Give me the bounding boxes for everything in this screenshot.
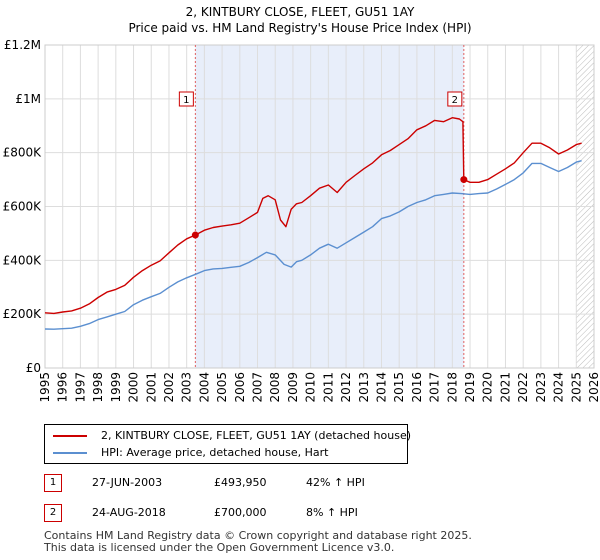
sale-marker-label: 1 [183,95,189,106]
x-tick-label: 2023 [534,372,548,403]
x-tick-label: 2006 [233,372,247,403]
sale-hpi-change: 8% ↑ HPI [306,506,358,519]
x-tick-label: 2025 [569,372,583,403]
sale-price: £493,950 [214,476,267,489]
x-tick-label: 2020 [481,372,495,403]
sale-hpi-change: 42% ↑ HPI [306,476,365,489]
sale-number-badge: 1 [44,474,62,492]
x-tick-label: 2012 [339,372,353,403]
x-tick-label: 2011 [321,372,335,403]
legend-swatch-property [53,435,87,437]
x-tick-label: 1997 [73,372,87,403]
sale-point [191,231,199,239]
property-series-line [44,116,582,315]
x-tick-label: 2000 [127,372,141,403]
x-tick-label: 2004 [197,372,211,403]
x-tick-label: 2017 [428,372,442,403]
sale-point [460,176,468,184]
x-tick-label: 2024 [552,372,566,403]
sale-marker-badge [447,91,463,107]
x-tick-label: 1996 [56,372,70,403]
price-chart: 2, KINTBURY CLOSE, FLEET, GU51 1AY Price… [3,5,600,403]
y-tick-label: £0 [26,361,41,375]
x-tick-label: 2022 [516,372,530,403]
sale-marker-badge [178,91,194,107]
x-tick-label: 2014 [374,372,388,403]
x-tick-label: 2021 [498,372,512,403]
x-tick-label: 2002 [162,372,176,403]
x-tick-label: 2015 [392,372,406,403]
legend-label-hpi: HPI: Average price, detached house, Hart [101,446,329,459]
y-tick-label: £200K [3,307,43,321]
y-tick-label: £400K [3,253,43,267]
y-tick-label: £1.2M [4,38,41,52]
x-tick-label: 1995 [38,372,52,403]
x-tick-label: 2010 [304,372,318,403]
sale-date: 24-AUG-2018 [92,506,166,519]
x-tick-label: 1999 [109,372,123,403]
legend: 2, KINTBURY CLOSE, FLEET, GU51 1AY (deta… [44,424,411,464]
x-tick-label: 2003 [180,372,194,403]
x-tick-label: 2026 [587,372,600,403]
x-tick-label: 2018 [445,372,459,403]
x-tick-label: 2009 [286,372,300,403]
x-tick-label: 2007 [251,372,265,403]
y-tick-label: £600K [3,200,43,214]
legend-label-property: 2, KINTBURY CLOSE, FLEET, GU51 1AY (deta… [101,429,411,442]
sale-date: 27-JUN-2003 [92,476,163,489]
footer-line-copyright: Contains HM Land Registry data © Crown c… [44,529,472,542]
footer-line-licence: This data is licensed under the Open Gov… [44,541,395,554]
legend-swatch-hpi [53,452,87,454]
chart-title: 2, KINTBURY CLOSE, FLEET, GU51 1AY [186,5,415,19]
footer-attribution: Contains HM Land Registry data © Crown c… [44,530,472,554]
x-tick-label: 2013 [357,372,371,403]
sale-marker-label: 2 [452,95,458,106]
y-tick-label: £800K [3,146,43,160]
x-tick-label: 2001 [144,372,158,403]
x-tick-label: 2008 [268,372,282,403]
sale-number-badge: 2 [44,504,62,522]
x-tick-label: 1998 [91,372,105,403]
chart-subtitle: Price paid vs. HM Land Registry's House … [128,21,471,35]
sale-price: £700,000 [214,506,267,519]
x-tick-label: 2019 [463,372,477,403]
hpi-series-line [44,160,582,330]
x-tick-label: 2016 [410,372,424,403]
plot-border [44,44,595,369]
y-tick-label: £1M [15,92,41,106]
x-tick-label: 2005 [215,372,229,403]
